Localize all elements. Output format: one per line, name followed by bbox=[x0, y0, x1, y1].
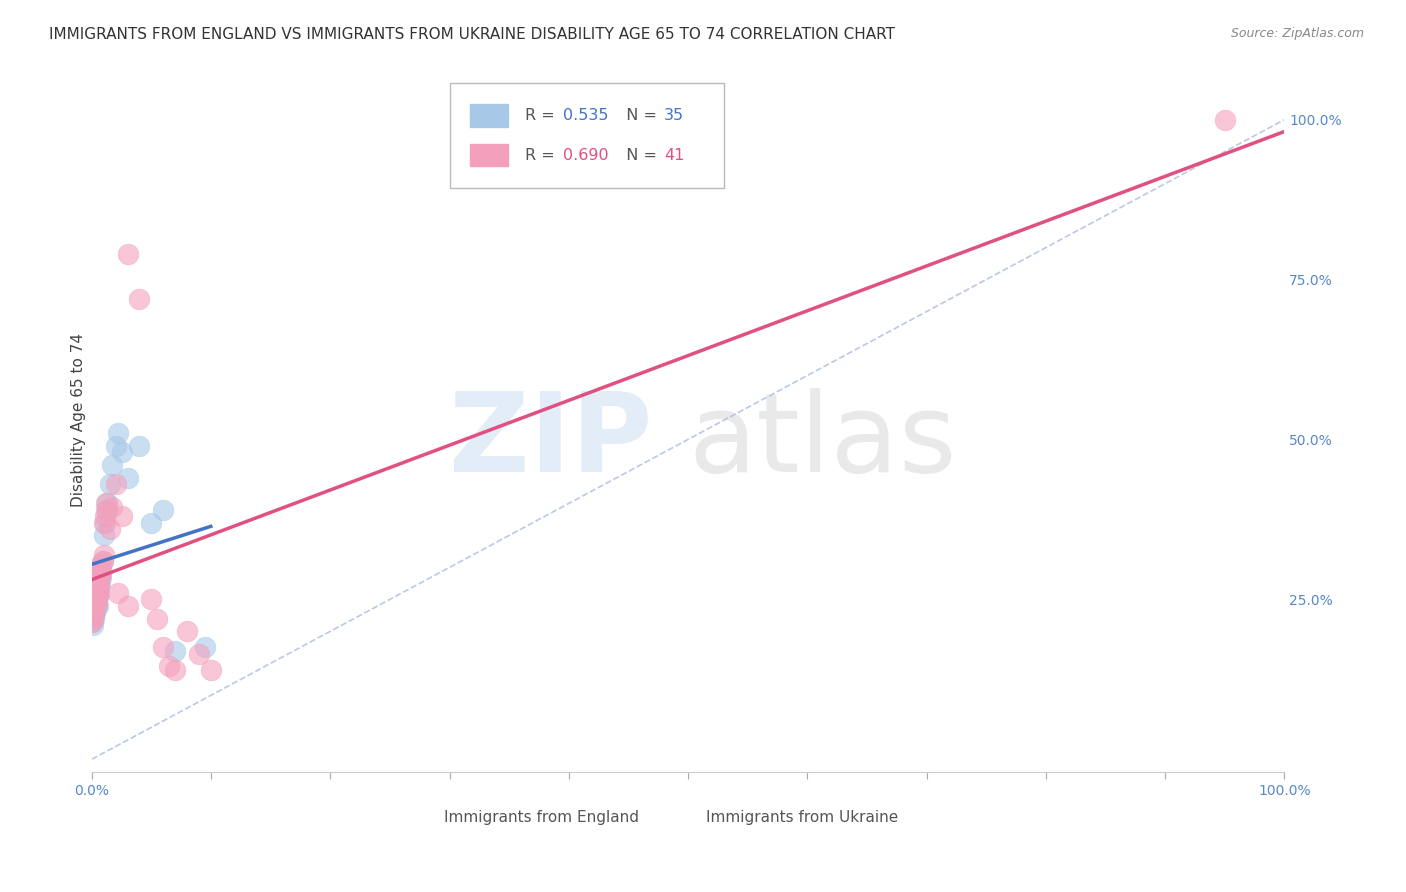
Point bbox=[141, 516, 163, 530]
Point bbox=[98, 522, 121, 536]
Point bbox=[96, 503, 118, 517]
Text: atlas: atlas bbox=[688, 388, 956, 495]
Point bbox=[1213, 112, 1236, 127]
Point bbox=[82, 605, 104, 619]
Point bbox=[141, 592, 163, 607]
Text: Immigrants from Ukraine: Immigrants from Ukraine bbox=[706, 810, 898, 824]
FancyBboxPatch shape bbox=[470, 144, 508, 166]
Point bbox=[94, 503, 117, 517]
FancyBboxPatch shape bbox=[402, 809, 432, 825]
Point bbox=[152, 503, 174, 517]
Point bbox=[87, 580, 110, 594]
Point bbox=[86, 592, 108, 607]
Point bbox=[84, 595, 107, 609]
Point bbox=[90, 560, 112, 574]
Text: 41: 41 bbox=[664, 147, 685, 162]
Point bbox=[87, 573, 110, 587]
Point bbox=[84, 599, 107, 613]
Point bbox=[165, 643, 187, 657]
Text: R =: R = bbox=[524, 108, 560, 123]
Point bbox=[93, 516, 115, 530]
Point bbox=[93, 548, 115, 562]
Point bbox=[101, 458, 124, 472]
Point bbox=[94, 509, 117, 524]
Point bbox=[146, 611, 169, 625]
Point bbox=[101, 500, 124, 514]
Point bbox=[90, 566, 112, 581]
Point bbox=[165, 663, 187, 677]
Point bbox=[89, 564, 111, 578]
Point bbox=[93, 528, 115, 542]
Point bbox=[128, 292, 150, 306]
Point bbox=[107, 586, 129, 600]
Point bbox=[104, 477, 127, 491]
Point bbox=[98, 477, 121, 491]
Text: R =: R = bbox=[524, 147, 560, 162]
Point bbox=[89, 566, 111, 581]
FancyBboxPatch shape bbox=[470, 104, 508, 127]
Point bbox=[176, 624, 198, 639]
Text: IMMIGRANTS FROM ENGLAND VS IMMIGRANTS FROM UKRAINE DISABILITY AGE 65 TO 74 CORRE: IMMIGRANTS FROM ENGLAND VS IMMIGRANTS FR… bbox=[49, 27, 896, 42]
Point bbox=[80, 615, 103, 629]
Text: N =: N = bbox=[616, 108, 662, 123]
Point bbox=[82, 618, 104, 632]
FancyBboxPatch shape bbox=[664, 809, 695, 825]
Point bbox=[90, 570, 112, 584]
Point bbox=[117, 599, 139, 613]
Point bbox=[128, 439, 150, 453]
Point bbox=[87, 576, 110, 591]
Point bbox=[91, 554, 114, 568]
Point bbox=[83, 608, 105, 623]
Text: ZIP: ZIP bbox=[449, 388, 652, 495]
Point bbox=[94, 516, 117, 530]
Point bbox=[89, 576, 111, 591]
Point bbox=[107, 425, 129, 440]
Point bbox=[91, 554, 114, 568]
Point bbox=[87, 582, 110, 597]
Text: Immigrants from England: Immigrants from England bbox=[443, 810, 638, 824]
Text: 0.535: 0.535 bbox=[562, 108, 609, 123]
Text: N =: N = bbox=[616, 147, 662, 162]
Point bbox=[89, 570, 111, 584]
Point bbox=[83, 611, 105, 625]
Point bbox=[157, 659, 180, 673]
Point bbox=[200, 663, 222, 677]
Point bbox=[194, 640, 217, 655]
Point bbox=[86, 595, 108, 609]
Point bbox=[104, 439, 127, 453]
Text: 35: 35 bbox=[664, 108, 685, 123]
Point bbox=[86, 586, 108, 600]
Point bbox=[87, 580, 110, 594]
Text: 0.690: 0.690 bbox=[562, 147, 609, 162]
Point bbox=[87, 599, 110, 613]
Point bbox=[152, 640, 174, 655]
Point bbox=[80, 615, 103, 629]
Text: Source: ZipAtlas.com: Source: ZipAtlas.com bbox=[1230, 27, 1364, 40]
Point bbox=[84, 592, 107, 607]
Point bbox=[83, 608, 105, 623]
FancyBboxPatch shape bbox=[450, 83, 724, 188]
Point bbox=[90, 557, 112, 571]
Point bbox=[110, 445, 132, 459]
Point bbox=[87, 589, 110, 603]
Y-axis label: Disability Age 65 to 74: Disability Age 65 to 74 bbox=[72, 334, 86, 508]
Point bbox=[83, 602, 105, 616]
Point bbox=[94, 496, 117, 510]
Point bbox=[84, 602, 107, 616]
Point bbox=[96, 496, 118, 510]
Point bbox=[87, 589, 110, 603]
Point bbox=[117, 247, 139, 261]
Point bbox=[110, 509, 132, 524]
Point bbox=[188, 647, 211, 661]
Point bbox=[87, 573, 110, 587]
Point bbox=[86, 599, 108, 613]
Point bbox=[87, 582, 110, 597]
Point bbox=[84, 605, 107, 619]
Point bbox=[87, 586, 110, 600]
Point bbox=[82, 611, 104, 625]
Point bbox=[117, 471, 139, 485]
